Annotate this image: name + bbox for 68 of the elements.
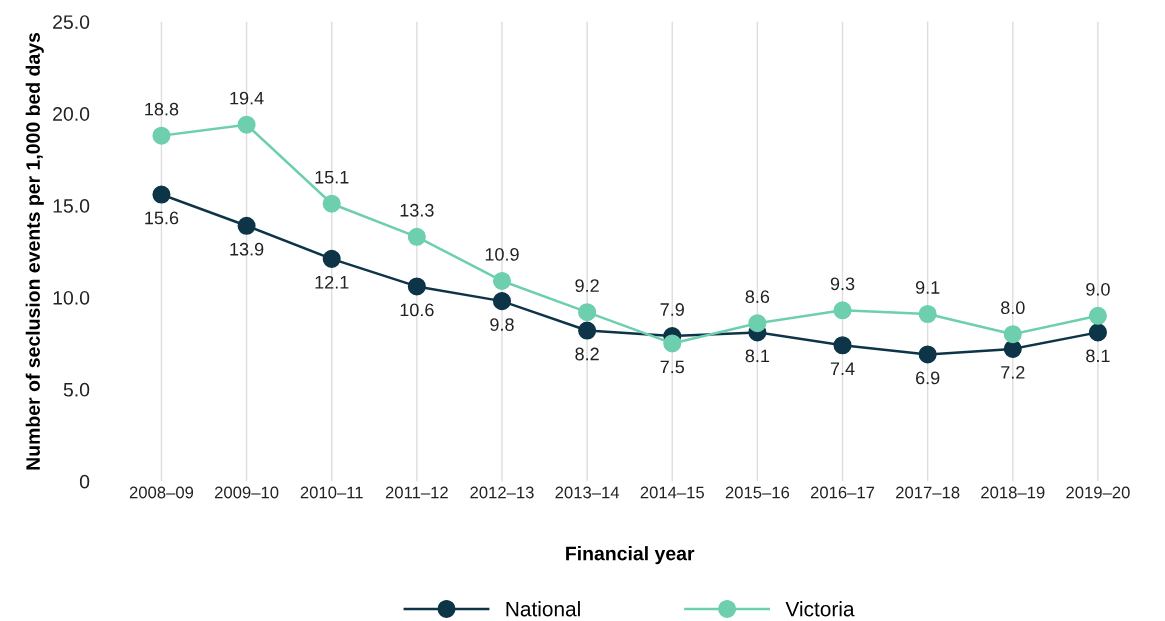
point <box>237 216 256 235</box>
data-label: 6.9 <box>916 371 940 385</box>
y-tick-label: 5.0 <box>63 382 90 397</box>
x-tick-label: 2016–17 <box>810 486 875 499</box>
data-label: 8.0 <box>1001 301 1025 315</box>
data-label: 13.9 <box>230 242 264 256</box>
legend-label: National <box>506 601 580 617</box>
point <box>1003 325 1022 344</box>
point <box>407 277 426 296</box>
point <box>492 292 512 311</box>
data-label: 10.6 <box>400 303 434 317</box>
point <box>492 271 512 290</box>
point <box>578 321 597 340</box>
point <box>663 334 682 353</box>
data-label: 15.6 <box>145 211 179 225</box>
point <box>152 126 171 145</box>
point <box>407 227 426 246</box>
x-axis-title: Financial year <box>566 546 695 565</box>
point <box>237 115 256 134</box>
x-tick-label: 2013–14 <box>555 486 620 499</box>
point <box>833 336 852 355</box>
data-label: 9.3 <box>830 277 855 291</box>
y-tick-label: 10.0 <box>53 290 90 305</box>
point <box>748 314 767 333</box>
point <box>1003 339 1022 358</box>
data-label: 7.2 <box>1001 365 1025 379</box>
x-tick-label: 2010–11 <box>300 486 363 499</box>
data-label: 7.5 <box>660 360 685 374</box>
data-label: 8.2 <box>575 347 599 361</box>
data-label: 7.9 <box>660 303 684 316</box>
data-label: 8.6 <box>745 290 770 304</box>
x-tick-label: 2017–18 <box>896 486 960 499</box>
data-label: 13.3 <box>400 203 434 217</box>
x-tick-label: 2018–19 <box>981 486 1045 499</box>
data-label: 15.1 <box>315 170 349 184</box>
y-tick-label: 25.0 <box>53 15 90 29</box>
x-tick-label: 2019–20 <box>1066 486 1130 499</box>
point <box>918 304 937 324</box>
data-label: 9.0 <box>1086 282 1110 296</box>
x-tick-label: 2008–09 <box>129 486 194 499</box>
point <box>833 301 852 320</box>
y-tick-label: 15.0 <box>53 199 90 213</box>
data-label: 19.4 <box>230 91 264 105</box>
legend-label: Victoria <box>785 601 855 617</box>
y-axis-title: Number of seclusion events per 1,000 bed days <box>25 32 44 470</box>
point <box>322 249 341 268</box>
data-label: 18.8 <box>145 102 179 116</box>
point <box>152 185 171 204</box>
y-tick-label: 20.0 <box>53 107 90 121</box>
data-label: 9.1 <box>915 281 940 294</box>
y-tick-label: 0 <box>79 474 90 489</box>
data-label: 7.4 <box>830 362 855 375</box>
point <box>1088 306 1107 325</box>
data-label: 12.1 <box>315 275 349 289</box>
data-label: 10.9 <box>485 247 519 261</box>
x-tick-label: 2012–13 <box>470 486 534 499</box>
data-label: 8.1 <box>1086 349 1110 363</box>
x-tick-label: 2014–15 <box>640 486 704 499</box>
x-tick-label: 2009–10 <box>214 486 279 499</box>
data-label: 8.1 <box>745 349 770 363</box>
point <box>918 345 937 364</box>
point <box>1088 323 1107 342</box>
data-label: 9.2 <box>575 279 599 293</box>
point <box>322 194 341 213</box>
x-tick-label: 2015–16 <box>725 486 790 499</box>
x-tick-label: 2011–12 <box>385 486 448 499</box>
point <box>578 303 597 322</box>
data-label: 9.8 <box>490 318 514 331</box>
